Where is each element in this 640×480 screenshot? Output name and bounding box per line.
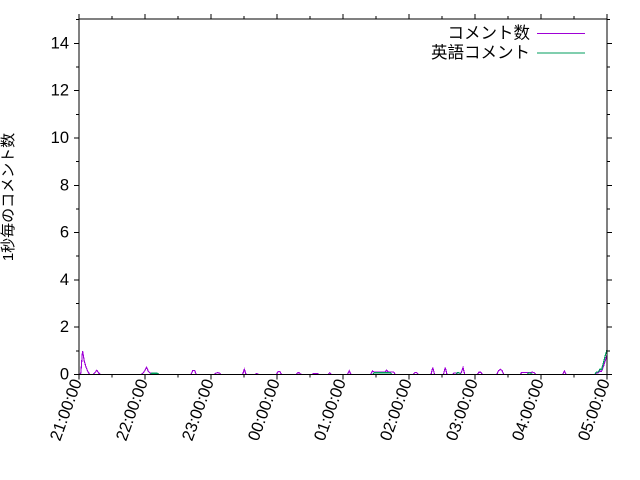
svg-text:14: 14 <box>51 34 69 52</box>
svg-text:2: 2 <box>60 318 69 336</box>
svg-text:12: 12 <box>51 82 69 100</box>
svg-text:1秒毎のコメント数: 1秒毎のコメント数 <box>0 133 17 261</box>
svg-text:8: 8 <box>60 176 69 194</box>
svg-text:10: 10 <box>51 129 69 147</box>
svg-text:6: 6 <box>60 224 69 242</box>
svg-text:英語コメント: 英語コメント <box>431 43 530 62</box>
svg-text:コメント数: コメント数 <box>448 24 531 43</box>
svg-text:4: 4 <box>60 271 69 289</box>
